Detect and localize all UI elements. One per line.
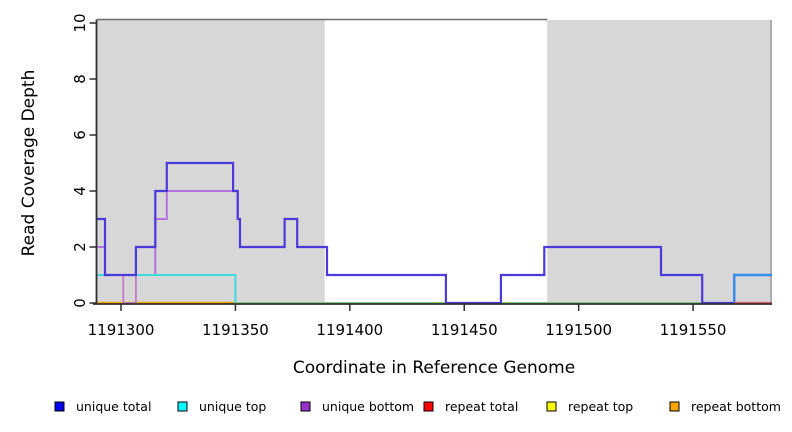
y-tick-label: 2 bbox=[71, 242, 89, 252]
legend-label-unique-top: unique top bbox=[199, 399, 266, 414]
x-tick-label: 1191550 bbox=[660, 321, 727, 339]
y-tick-label: 4 bbox=[71, 186, 89, 196]
shaded-region-2 bbox=[547, 20, 772, 304]
legend-swatch-unique-bottom bbox=[300, 401, 311, 412]
legend-label-unique-bottom: unique bottom bbox=[322, 399, 414, 414]
x-tick-label: 1191400 bbox=[316, 321, 383, 339]
series-line-6 bbox=[97, 161, 772, 305]
legend-label-unique-total: unique total bbox=[76, 399, 151, 414]
y-tick-label: 0 bbox=[71, 298, 89, 308]
x-tick-label: 1191450 bbox=[431, 321, 498, 339]
series-line-5 bbox=[97, 274, 237, 303]
plot-area: 1191300 1191350 1191400 1191450 1191500 11915… bbox=[71, 13, 772, 339]
legend-swatch-unique-top bbox=[177, 401, 188, 412]
x-axis-title: Coordinate in Reference Genome bbox=[293, 358, 575, 378]
x-tick-label: 1191300 bbox=[88, 321, 155, 339]
y-tick-label: 10 bbox=[71, 13, 89, 32]
legend-label-repeat-bottom: repeat bottom bbox=[691, 399, 781, 414]
legend-swatch-unique-total bbox=[54, 401, 65, 412]
x-tick-label: 1191500 bbox=[545, 321, 612, 339]
series-line-2 bbox=[122, 275, 137, 304]
x-tick-label: 1191350 bbox=[202, 321, 269, 339]
legend-label-repeat-top: repeat top bbox=[568, 399, 633, 414]
y-axis-title: Read Coverage Depth bbox=[19, 70, 39, 257]
legend-swatch-repeat-bottom bbox=[669, 401, 680, 412]
legend: unique total unique top unique bottom re… bbox=[54, 399, 781, 414]
legend-swatch-repeat-total bbox=[423, 401, 434, 412]
legend-swatch-repeat-top bbox=[546, 401, 557, 412]
legend-label-repeat-total: repeat total bbox=[445, 399, 518, 414]
y-tick-label: 8 bbox=[71, 74, 89, 84]
y-tick-label: 6 bbox=[71, 130, 89, 140]
series-line-7 bbox=[733, 273, 772, 303]
